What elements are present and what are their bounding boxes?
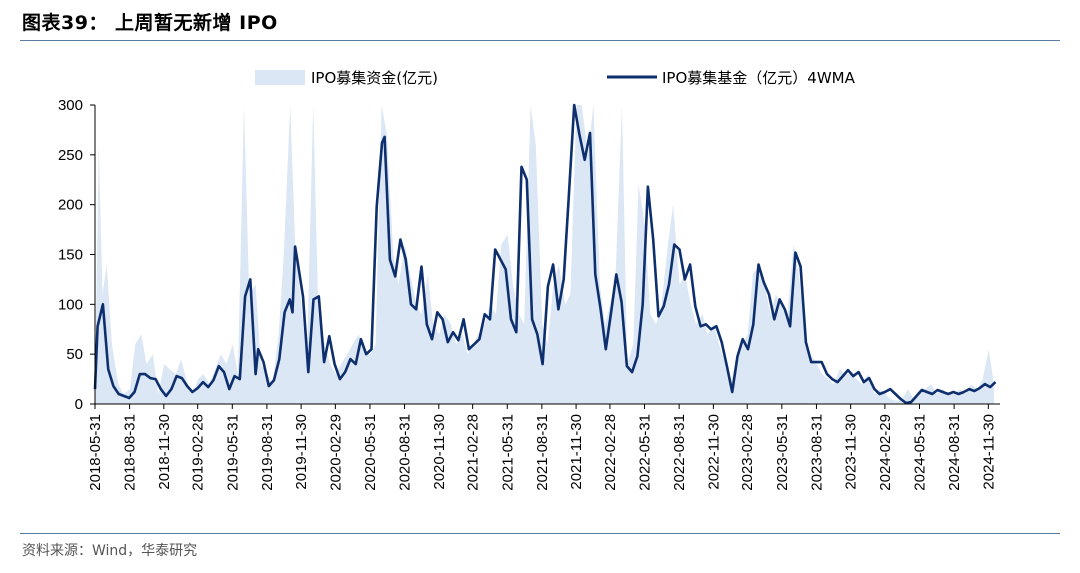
legend: IPO募集资金(亿元) IPO募集基金（亿元）4WMA	[255, 69, 856, 87]
y-tick-label: 0	[75, 396, 83, 413]
x-tick-label: 2023-11-30	[843, 414, 860, 490]
source-note: 资料来源：Wind，华泰研究	[22, 543, 198, 559]
line-series-path	[93, 103, 997, 405]
x-tick-label: 2018-08-31	[122, 414, 139, 491]
area-series-path	[95, 105, 994, 404]
x-tick-label: 2021-11-30	[568, 414, 585, 490]
y-tick-label: 100	[58, 296, 83, 313]
area-series	[95, 105, 994, 404]
chart-svg: IPO募集资金(亿元) IPO募集基金（亿元）4WMA 0 50 100 150 200…	[58, 69, 1000, 491]
x-tick-label: 2020-05-31	[362, 414, 379, 491]
x-tick-label: 2023-08-31	[808, 414, 825, 491]
x-tick-label: 2021-08-31	[534, 414, 551, 491]
x-tick-label: 2024-02-29	[877, 414, 894, 491]
x-tick-label: 2022-05-31	[637, 414, 654, 491]
x-tick-label: 2024-11-30	[980, 414, 997, 490]
y-tick-label: 300	[58, 97, 83, 114]
x-tick-label: 2022-08-31	[671, 414, 688, 491]
x-tick-label: 2023-05-31	[774, 414, 791, 491]
x-tick-label: 2018-11-30	[156, 414, 173, 490]
x-tick-label: 2019-11-30	[293, 414, 310, 490]
x-tick-label: 2021-05-31	[499, 414, 516, 491]
x-tick-label: 2023-02-28	[739, 414, 756, 491]
x-tick-label: 2019-08-31	[259, 414, 276, 491]
legend-label-area: IPO募集资金(亿元)	[311, 69, 438, 87]
x-tick-label: 2018-05-31	[87, 414, 104, 491]
x-tick-label: 2022-11-30	[705, 414, 722, 490]
axes: 0 50 100 150 200 250 300 2018-05-31 2018-08-31 20…	[58, 97, 1000, 491]
x-tick-label: 2024-05-31	[912, 414, 929, 491]
x-tick-label: 2019-02-28	[190, 414, 207, 491]
figure-title: 图表39： 上周暂无新增 IPO	[22, 12, 278, 34]
legend-swatch-area	[255, 70, 305, 85]
legend-label-line: IPO募集基金（亿元）4WMA	[662, 69, 856, 87]
x-tick-label: 2020-08-31	[397, 414, 414, 491]
x-tick-label: 2020-11-30	[431, 414, 448, 490]
y-tick-label: 250	[58, 147, 83, 164]
y-tick-label: 50	[66, 346, 83, 363]
y-tick-label: 150	[58, 247, 83, 264]
x-tick-label: 2021-02-28	[465, 414, 482, 491]
x-tick-label: 2020-02-29	[327, 414, 344, 491]
y-tick-label: 200	[58, 197, 83, 214]
x-tick-label: 2024-08-31	[946, 414, 963, 491]
footer-divider	[20, 533, 1060, 534]
title-divider	[20, 40, 1060, 41]
x-tick-label: 2022-02-28	[602, 414, 619, 491]
x-tick-label: 2019-05-31	[224, 414, 241, 491]
line-series	[93, 103, 997, 405]
